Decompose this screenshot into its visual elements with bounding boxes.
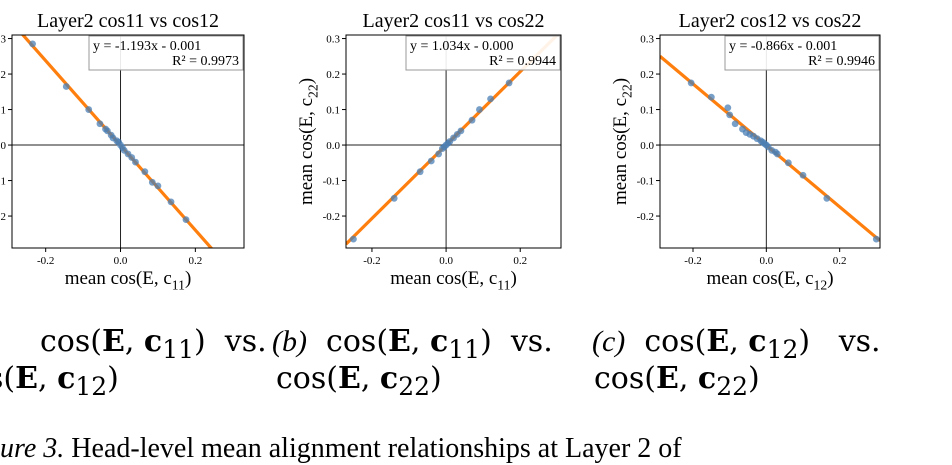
x-axis-label: mean cos(E, c11) bbox=[65, 268, 192, 293]
y-tick-label: 0.1 bbox=[640, 105, 654, 117]
fit-equation: y = 1.034x - 0.000 bbox=[410, 39, 514, 54]
data-point bbox=[476, 106, 483, 113]
y-tick-label: 0.2 bbox=[326, 69, 340, 81]
data-point bbox=[132, 158, 139, 166]
data-point bbox=[29, 40, 36, 48]
y-axis-label: mean cos(E, c22) bbox=[296, 78, 321, 205]
data-point bbox=[148, 178, 156, 186]
figure-caption-text: Head-level mean alignment relationships … bbox=[71, 433, 682, 464]
data-point bbox=[435, 150, 443, 158]
data-point bbox=[182, 216, 190, 224]
y-tick-label: -0.2 bbox=[323, 211, 340, 223]
data-point bbox=[96, 120, 104, 128]
fit-annotation-box bbox=[405, 35, 561, 71]
x-tick-label: 0.2 bbox=[188, 255, 202, 267]
data-point bbox=[707, 93, 715, 101]
data-point bbox=[726, 111, 734, 119]
data-point bbox=[141, 168, 149, 176]
chart-panel-2: -0.2 0.0 0.2 0.3 0.2 0.1 0.0 -0.1 -0.2 Layer2 cos… bbox=[296, 10, 562, 293]
plot-frame bbox=[659, 34, 881, 249]
data-point bbox=[167, 198, 175, 206]
y-tick-label: 0.0 bbox=[326, 140, 340, 152]
data-point bbox=[468, 116, 476, 124]
y-tick-label: 0.1 bbox=[0, 105, 6, 117]
y-tick-label: -0.1 bbox=[637, 176, 654, 188]
y-tick-label: 0.2 bbox=[0, 69, 6, 81]
figure-caption: ure 3. Head-level mean alignment relatio… bbox=[0, 433, 682, 465]
chart-panel-3: -0.2 0.0 0.2 0.3 0.2 0.1 0.0 -0.1 -0.2 Layer2 cos… bbox=[610, 10, 881, 293]
y-tick-label: -0.1 bbox=[323, 176, 340, 188]
chart-title: Layer2 cos12 vs cos22 bbox=[679, 10, 862, 32]
x-tick-label: 0.0 bbox=[114, 255, 128, 267]
data-point bbox=[773, 150, 781, 158]
x-tick-label: -0.2 bbox=[363, 255, 380, 267]
y-tick-label: 0.0 bbox=[0, 140, 7, 152]
x-tick-label: -0.2 bbox=[684, 255, 701, 267]
data-point bbox=[457, 127, 465, 135]
chart-title: Layer2 cos11 vs cos12 bbox=[37, 10, 219, 32]
data-point bbox=[62, 83, 70, 90]
fit-annotation-box bbox=[724, 35, 880, 71]
x-tick-label: 0.2 bbox=[513, 255, 527, 267]
data-point bbox=[427, 157, 435, 165]
subcaption-a-line2: s(E, c12) bbox=[0, 361, 119, 402]
data-point bbox=[687, 79, 695, 87]
fit-r-squared: R² = 0.9944 bbox=[489, 54, 556, 69]
fit-annotation-box bbox=[88, 35, 244, 71]
x-axis-label: mean cos(E, c11) bbox=[390, 268, 517, 293]
data-point bbox=[154, 182, 162, 190]
y-tick-label: 0.3 bbox=[0, 34, 7, 46]
data-point bbox=[85, 106, 93, 113]
charts-area: -0.2 0.0 0.2 0.3 0.2 0.1 0.0 -0.1 -0.2 Layer2 cos… bbox=[0, 10, 881, 293]
y-tick-label: -0.2 bbox=[0, 211, 6, 223]
plot-frame bbox=[345, 34, 562, 249]
x-tick-label: 0.2 bbox=[833, 255, 847, 267]
fit-r-squared: R² = 0.9946 bbox=[808, 54, 875, 69]
data-point bbox=[872, 235, 880, 243]
y-tick-label: 0.3 bbox=[326, 34, 340, 46]
y-tick-label: 0.3 bbox=[640, 34, 654, 46]
chart-title: Layer2 cos11 vs cos22 bbox=[363, 10, 545, 32]
y-tick-label: 0.0 bbox=[640, 140, 654, 152]
y-tick-label: 0.1 bbox=[326, 105, 340, 117]
subcaption-c-line2: cos(E, c22) bbox=[594, 361, 760, 402]
data-point bbox=[416, 168, 424, 176]
y-tick-label: 0.2 bbox=[640, 69, 654, 81]
data-point bbox=[724, 104, 732, 112]
data-point bbox=[784, 159, 792, 167]
y-axis-label: mean cos(E, c22) bbox=[610, 78, 635, 205]
data-point bbox=[731, 120, 739, 128]
fit-equation: y = -0.866x - 0.001 bbox=[729, 39, 837, 54]
x-tick-label: 0.0 bbox=[759, 255, 773, 267]
fit-equation: y = -1.193x - 0.001 bbox=[93, 39, 201, 54]
data-point bbox=[505, 79, 513, 87]
figure-caption-lead: ure 3. bbox=[0, 433, 65, 464]
x-axis-label: mean cos(E, c12) bbox=[706, 268, 833, 293]
y-tick-label: -0.2 bbox=[637, 211, 654, 223]
subcaption-b-line1: (b) cos(E, c11) vs. bbox=[272, 324, 553, 365]
data-point bbox=[128, 154, 136, 161]
data-point bbox=[799, 171, 807, 179]
subcaption-c-line1: (c) cos(E, c12) vs. bbox=[592, 324, 881, 365]
subcaption-b-tag: (b) bbox=[272, 325, 307, 358]
data-point bbox=[487, 95, 494, 103]
data-point bbox=[823, 194, 831, 202]
chart-panel-1: -0.2 0.0 0.2 0.3 0.2 0.1 0.0 -0.1 -0.2 Layer2 cos… bbox=[0, 10, 245, 293]
plot-frame bbox=[11, 34, 245, 249]
subcaption-b-line2: cos(E, c22) bbox=[276, 361, 442, 402]
subcaption-c-tag: (c) bbox=[592, 325, 626, 358]
x-tick-label: -0.2 bbox=[37, 255, 54, 267]
fit-r-squared: R² = 0.9973 bbox=[172, 54, 239, 69]
y-tick-label: -0.1 bbox=[0, 176, 6, 188]
subcaption-a-line1: cos(E, c11) vs. bbox=[40, 324, 267, 365]
data-point bbox=[390, 194, 398, 202]
data-point bbox=[350, 235, 357, 243]
x-tick-label: 0.0 bbox=[439, 255, 453, 267]
